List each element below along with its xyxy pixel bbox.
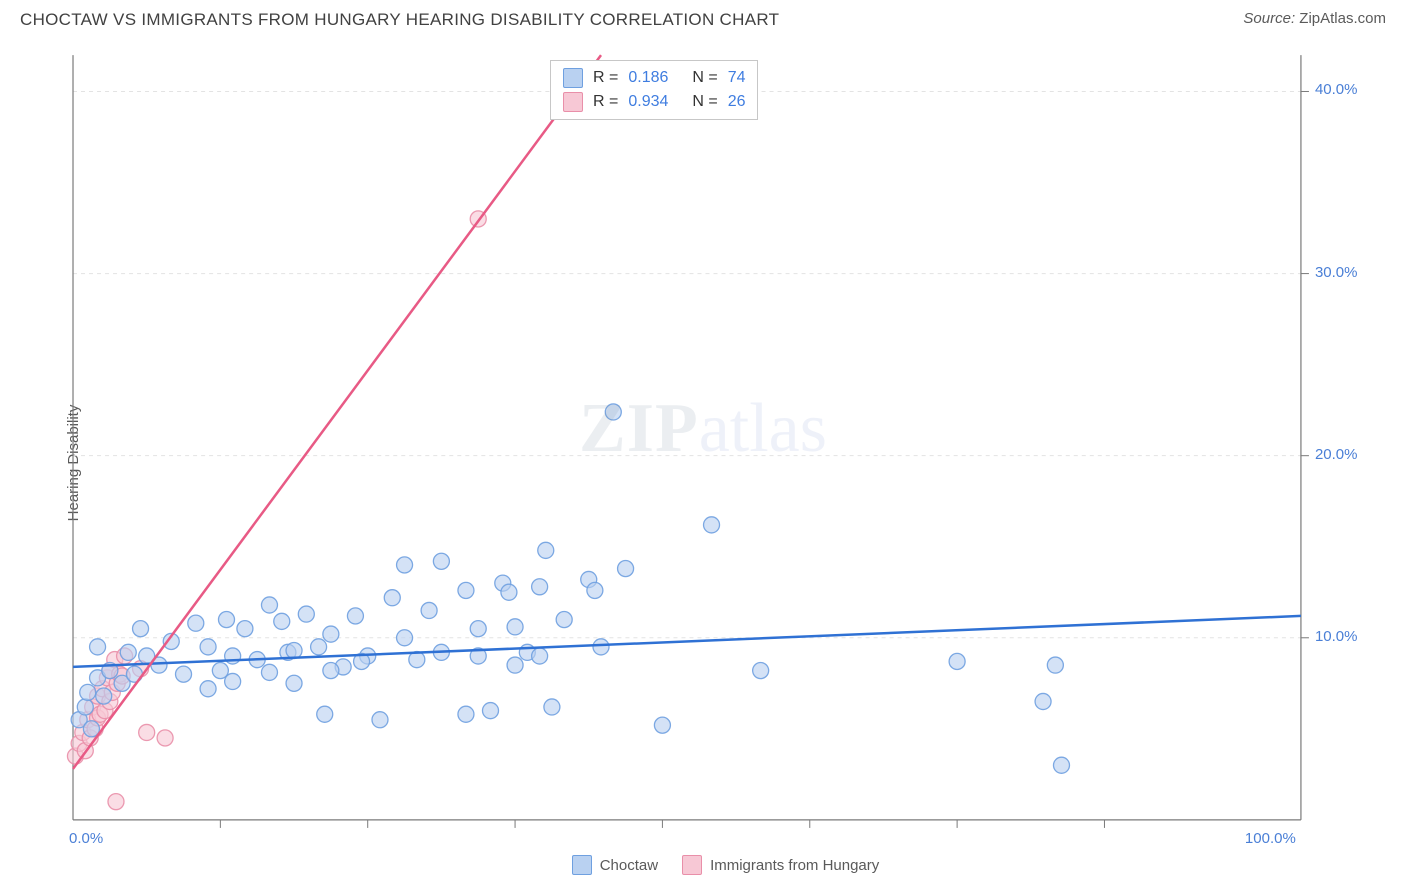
stat-n-label: N = bbox=[692, 93, 717, 111]
stat-r-label: R = bbox=[593, 69, 618, 87]
gridlines bbox=[73, 91, 1301, 637]
correlation-stats-box: R = 0.186 N = 74 R = 0.934 N = 26 bbox=[550, 60, 758, 120]
legend-item-choctaw: Choctaw bbox=[572, 855, 658, 875]
legend-swatch-b bbox=[682, 855, 702, 875]
stat-swatch bbox=[563, 92, 583, 112]
series-a-points bbox=[71, 404, 1069, 773]
source-credit: Source: ZipAtlas.com bbox=[1243, 10, 1386, 30]
stat-swatch bbox=[563, 68, 583, 88]
stat-row: R = 0.934 N = 26 bbox=[563, 90, 745, 114]
y-tick-label: 10.0% bbox=[1315, 628, 1358, 645]
stat-row: R = 0.186 N = 74 bbox=[563, 66, 745, 90]
y-tick-label: 30.0% bbox=[1315, 264, 1358, 281]
scatter-plot bbox=[65, 45, 1386, 840]
source-site: ZipAtlas.com bbox=[1299, 10, 1386, 27]
y-tick-label: 40.0% bbox=[1315, 81, 1358, 98]
chart-header: CHOCTAW VS IMMIGRANTS FROM HUNGARY HEARI… bbox=[0, 0, 1406, 38]
legend-swatch-a bbox=[572, 855, 592, 875]
stat-n-value: 74 bbox=[728, 69, 746, 87]
x-tick-label: 100.0% bbox=[1245, 830, 1296, 847]
x-tick-label: 0.0% bbox=[69, 830, 103, 847]
chart-title: CHOCTAW VS IMMIGRANTS FROM HUNGARY HEARI… bbox=[20, 10, 779, 30]
stat-n-value: 26 bbox=[728, 93, 746, 111]
legend-label-b: Immigrants from Hungary bbox=[710, 857, 879, 874]
stat-r-value: 0.186 bbox=[628, 69, 682, 87]
stat-n-label: N = bbox=[692, 69, 717, 87]
legend: Choctaw Immigrants from Hungary bbox=[65, 850, 1386, 880]
series-b-points bbox=[67, 211, 486, 810]
stat-r-value: 0.934 bbox=[628, 93, 682, 111]
source-label: Source: bbox=[1243, 10, 1295, 27]
legend-label-a: Choctaw bbox=[600, 857, 658, 874]
axes bbox=[73, 55, 1309, 828]
y-tick-label: 20.0% bbox=[1315, 446, 1358, 463]
stat-r-label: R = bbox=[593, 93, 618, 111]
chart-area: Hearing Disability ZIPatlas R = 0.186N =… bbox=[20, 45, 1386, 880]
legend-item-hungary: Immigrants from Hungary bbox=[682, 855, 879, 875]
